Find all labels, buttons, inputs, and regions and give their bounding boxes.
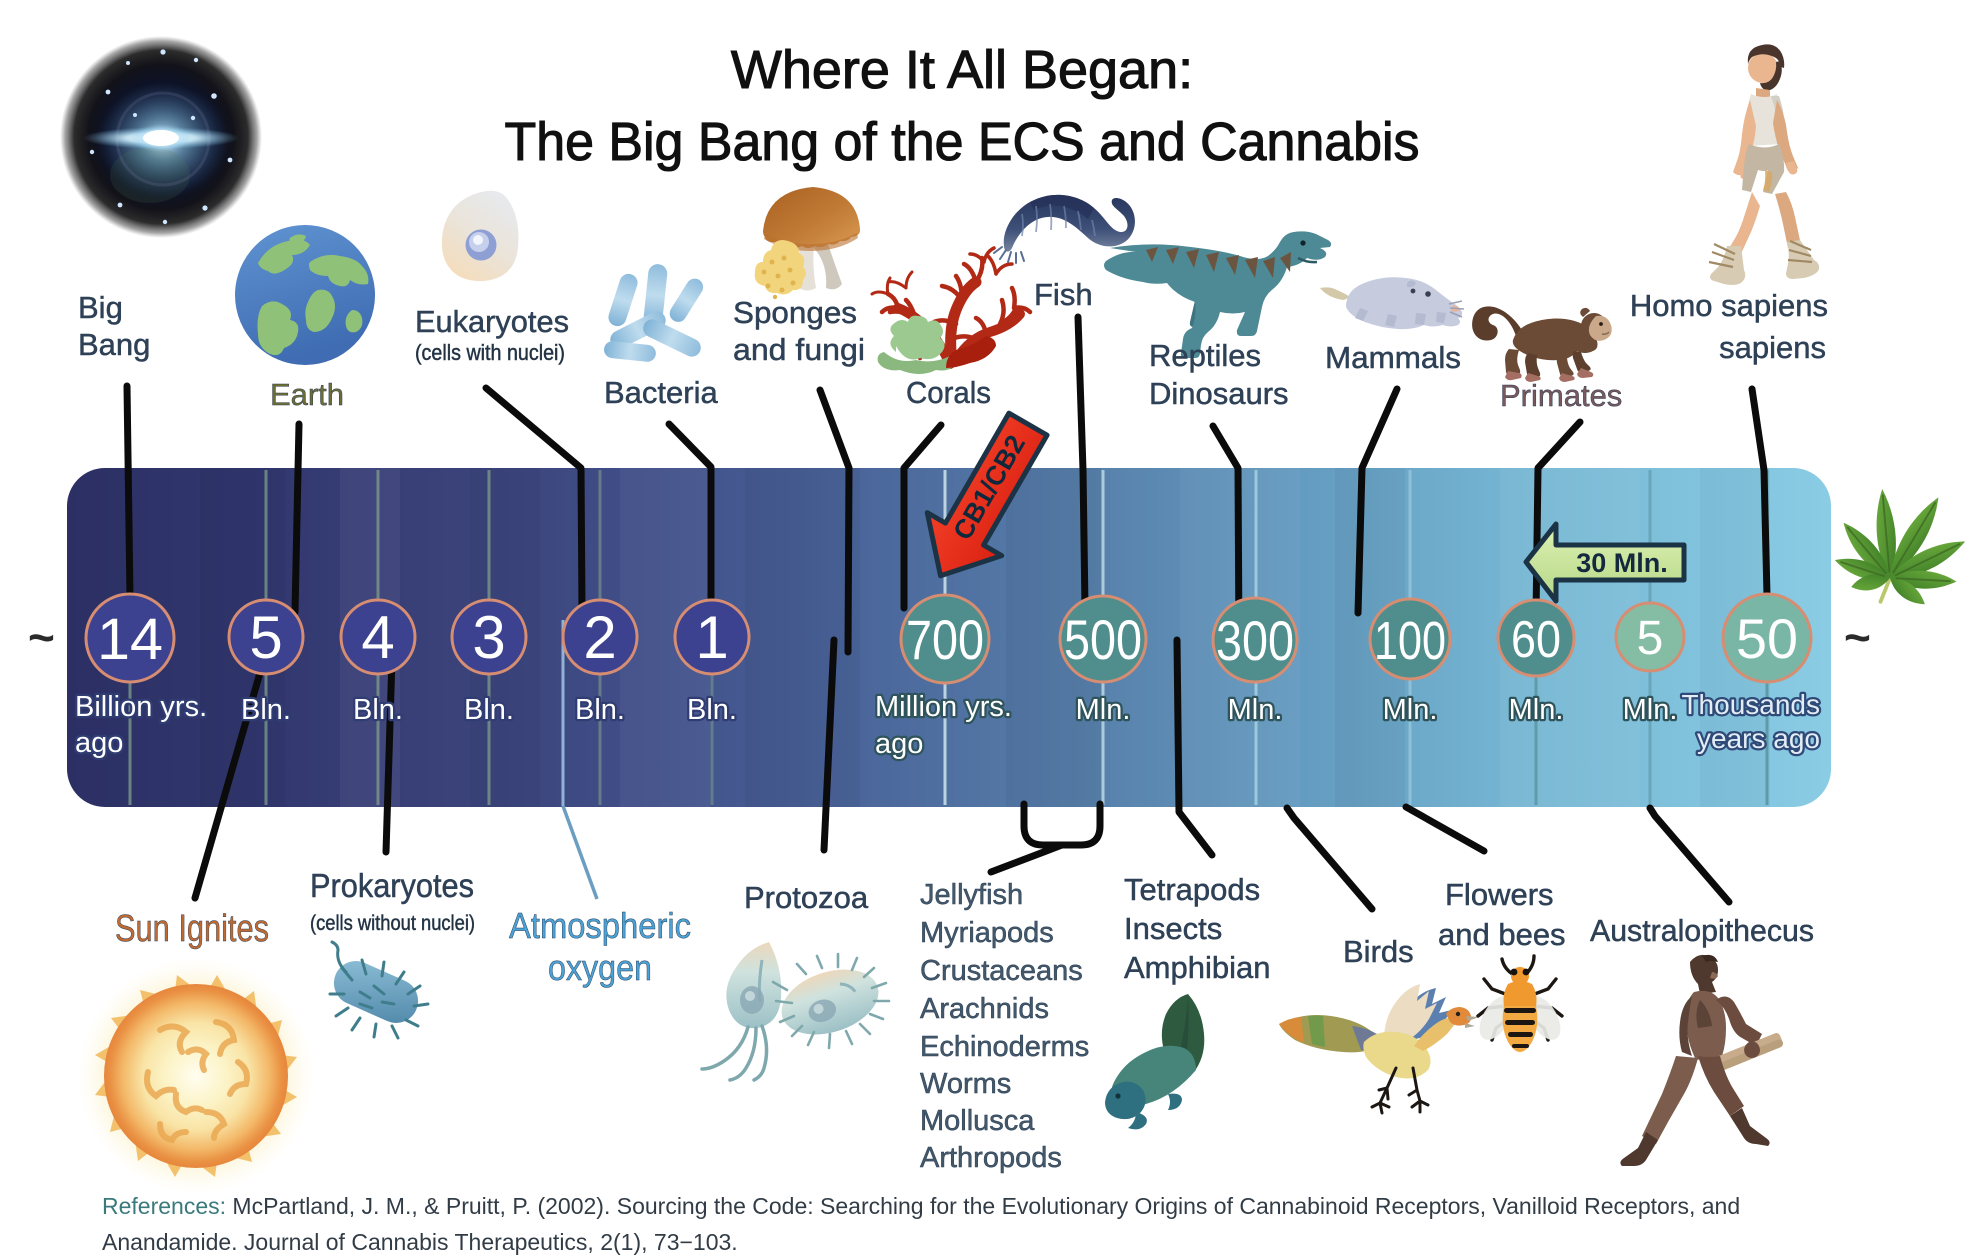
svg-text:500: 500 <box>1064 608 1142 671</box>
svg-text:Insects: Insects <box>1124 911 1222 946</box>
svg-text:Myriapods: Myriapods <box>920 917 1054 949</box>
svg-text:Where It All Began:: Where It All Began: <box>731 40 1193 100</box>
svg-text:Bln.: Bln. <box>241 694 291 726</box>
svg-text:Arachnids: Arachnids <box>920 993 1049 1025</box>
svg-text:Big: Big <box>78 290 123 325</box>
svg-text:Arthropods: Arthropods <box>920 1142 1062 1174</box>
svg-text:Eukaryotes: Eukaryotes <box>415 304 569 339</box>
svg-text:and fungi: and fungi <box>733 332 865 367</box>
svg-text:Prokaryotes: Prokaryotes <box>310 867 474 904</box>
svg-text:Crustaceans: Crustaceans <box>920 955 1083 987</box>
svg-text:Earth: Earth <box>270 377 344 412</box>
svg-text:Bacteria: Bacteria <box>604 375 718 410</box>
svg-text:References: McPartland, J. M.,: References: McPartland, J. M., & Pruitt,… <box>102 1193 1740 1219</box>
svg-text:Bln.: Bln. <box>687 694 737 726</box>
svg-text:Tetrapods: Tetrapods <box>1124 872 1260 907</box>
svg-text:14: 14 <box>97 607 163 672</box>
svg-text:sapiens: sapiens <box>1719 330 1826 365</box>
svg-text:100: 100 <box>1374 611 1446 671</box>
svg-text:Atmospheric: Atmospheric <box>509 905 691 946</box>
svg-text:Worms: Worms <box>920 1068 1011 1100</box>
svg-text:1: 1 <box>695 604 728 671</box>
svg-text:5: 5 <box>1637 612 1664 665</box>
svg-text:5: 5 <box>249 604 282 671</box>
svg-text:Dinosaurs: Dinosaurs <box>1149 376 1289 411</box>
svg-text:Sun Ignites: Sun Ignites <box>115 908 269 950</box>
svg-text:Million yrs.: Million yrs. <box>875 691 1012 723</box>
svg-text:and bees: and bees <box>1438 917 1566 952</box>
svg-text:Mollusca: Mollusca <box>920 1105 1035 1137</box>
svg-text:Bln.: Bln. <box>353 694 403 726</box>
svg-text:Mln.: Mln. <box>1623 694 1678 726</box>
svg-text:Protozoa: Protozoa <box>744 880 869 915</box>
svg-text:~: ~ <box>28 611 55 663</box>
svg-text:700: 700 <box>906 608 984 671</box>
svg-text:ago: ago <box>75 727 123 759</box>
svg-text:Billion yrs.: Billion yrs. <box>75 691 207 723</box>
svg-text:Fish: Fish <box>1034 277 1093 312</box>
svg-text:(cells without nuclei): (cells without nuclei) <box>310 912 475 935</box>
svg-text:years ago: years ago <box>1697 723 1820 754</box>
svg-text:Anandamide. Journal of Cannabi: Anandamide. Journal of Cannabis Therapeu… <box>102 1229 738 1255</box>
svg-text:Homo sapiens: Homo sapiens <box>1630 288 1828 323</box>
svg-text:60: 60 <box>1511 611 1561 669</box>
svg-text:oxygen: oxygen <box>548 947 652 988</box>
svg-text:Sponges: Sponges <box>733 295 857 330</box>
svg-text:~: ~ <box>1844 611 1871 663</box>
svg-text:Thousands: Thousands <box>1681 689 1820 720</box>
svg-text:2: 2 <box>583 604 616 671</box>
svg-text:Mln.: Mln. <box>1509 694 1564 726</box>
svg-text:Birds: Birds <box>1343 934 1414 969</box>
svg-text:Primates: Primates <box>1500 378 1622 413</box>
svg-text:Bang: Bang <box>78 327 150 362</box>
svg-text:Bln.: Bln. <box>464 694 514 726</box>
svg-text:Bln.: Bln. <box>575 694 625 726</box>
svg-text:300: 300 <box>1216 609 1294 672</box>
svg-text:The Big Bang of the ECS and Ca: The Big Bang of the ECS and Cannabis <box>505 112 1420 172</box>
svg-text:Flowers: Flowers <box>1445 877 1554 912</box>
svg-text:50: 50 <box>1736 607 1798 670</box>
svg-text:Mln.: Mln. <box>1076 694 1131 726</box>
svg-text:ago: ago <box>875 728 923 760</box>
svg-text:Mln.: Mln. <box>1228 694 1283 726</box>
svg-text:Reptiles: Reptiles <box>1149 338 1261 373</box>
svg-text:Echinoderms: Echinoderms <box>920 1031 1089 1063</box>
svg-text:3: 3 <box>472 604 505 671</box>
svg-text:Jellyfish: Jellyfish <box>920 879 1023 911</box>
svg-text:Corals: Corals <box>906 375 991 410</box>
svg-text:(cells with nuclei): (cells with nuclei) <box>415 340 565 365</box>
svg-text:Mln.: Mln. <box>1383 694 1438 726</box>
svg-text:Amphibian: Amphibian <box>1124 950 1270 985</box>
svg-text:Mammals: Mammals <box>1325 340 1461 375</box>
svg-text:30 Mln.: 30 Mln. <box>1576 548 1668 578</box>
svg-text:4: 4 <box>361 604 394 671</box>
svg-text:Australopithecus: Australopithecus <box>1590 913 1814 948</box>
